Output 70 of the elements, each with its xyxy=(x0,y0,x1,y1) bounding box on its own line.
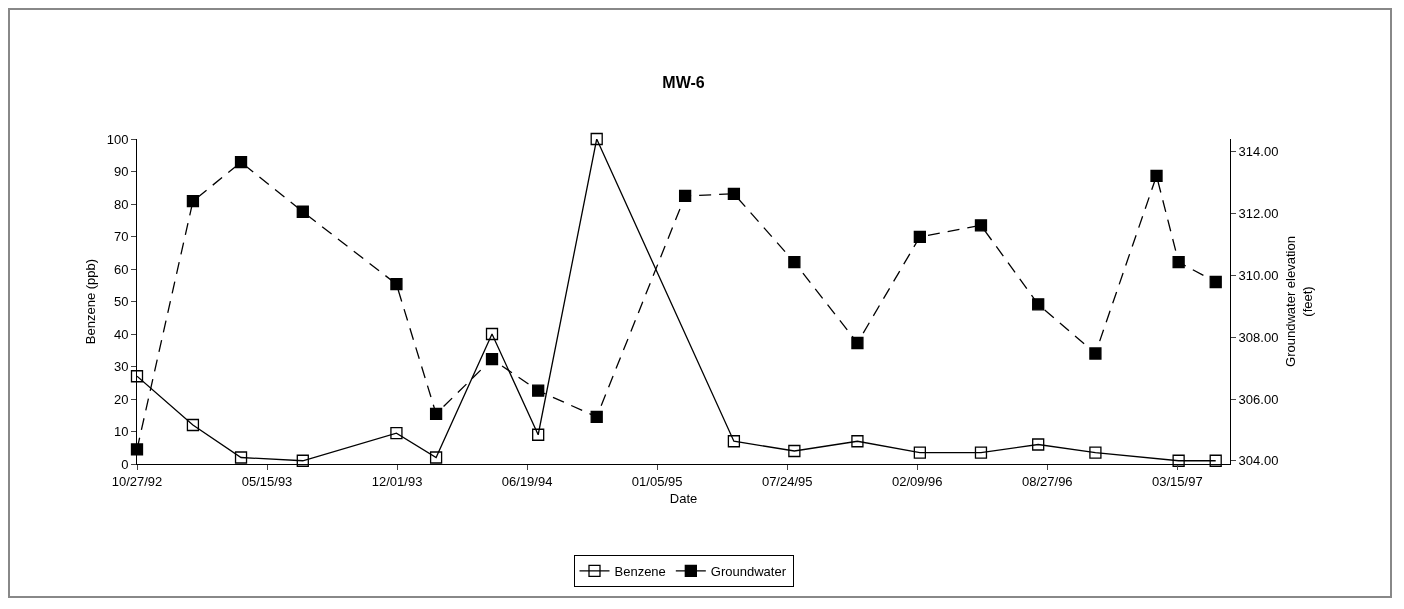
y2-tick-label: 306.00 xyxy=(1238,391,1279,407)
point xyxy=(485,352,499,366)
point xyxy=(1032,298,1045,311)
point xyxy=(590,132,603,146)
x-tick-label: 12/01/93 xyxy=(371,473,423,489)
point xyxy=(485,327,499,341)
y-tick-label: 90 xyxy=(113,164,129,180)
y2-tick-label: 304.00 xyxy=(1238,453,1279,469)
point xyxy=(296,205,309,218)
y-tick-label: 40 xyxy=(113,326,129,342)
y-tick-label: 80 xyxy=(113,196,129,212)
x-tick-label: 07/24/95 xyxy=(761,473,813,489)
point xyxy=(913,446,926,459)
point xyxy=(851,336,864,350)
y2-tick-label: 310.00 xyxy=(1238,267,1279,283)
x-axis-title: Date xyxy=(669,491,698,507)
y-tick-label: 30 xyxy=(113,359,129,375)
point xyxy=(429,451,443,464)
x-tick-label: 02/09/96 xyxy=(891,473,943,489)
point xyxy=(186,418,200,432)
chart-title: MW-6 xyxy=(662,73,705,91)
x-tick-label: 06/19/94 xyxy=(501,473,553,489)
x-tick-label: 08/27/96 xyxy=(1021,473,1073,489)
point xyxy=(727,435,741,448)
point xyxy=(1089,347,1102,360)
point xyxy=(1172,454,1185,467)
point xyxy=(913,230,926,243)
x-tick-label: 03/15/97 xyxy=(1152,473,1203,489)
point xyxy=(532,428,545,441)
point xyxy=(1172,256,1185,269)
y-axis-title: Benzene (ppb) xyxy=(82,258,98,345)
point xyxy=(1209,454,1222,467)
point xyxy=(130,370,144,383)
y-tick-label: 10 xyxy=(113,424,129,440)
y-tick-label: 20 xyxy=(113,391,129,407)
y2-tick-label: 314.00 xyxy=(1238,143,1279,159)
point xyxy=(390,426,403,440)
y2-tick-label: 312.00 xyxy=(1238,205,1279,221)
legend-label: Benzene xyxy=(614,564,666,580)
x-tick-label: 05/15/93 xyxy=(241,473,293,489)
point xyxy=(590,410,603,424)
point xyxy=(532,384,545,397)
point xyxy=(678,189,692,203)
point xyxy=(788,256,801,269)
point xyxy=(788,444,801,458)
point xyxy=(1209,275,1222,289)
point xyxy=(186,195,200,208)
y2-axis-title: Groundwater elevation (feet) xyxy=(1282,236,1315,367)
y-tick-label: 70 xyxy=(113,229,129,245)
x-tick-label: 10/27/92 xyxy=(111,473,163,489)
y-tick-label: 50 xyxy=(113,294,129,310)
point xyxy=(1089,446,1102,459)
point xyxy=(390,278,403,291)
point xyxy=(727,187,741,200)
point xyxy=(851,435,864,448)
y-tick-label: 0 xyxy=(121,456,129,472)
point xyxy=(296,454,309,467)
point xyxy=(234,451,248,464)
x-tick-label: 01/05/95 xyxy=(631,473,683,489)
y-tick-label: 100 xyxy=(106,131,129,147)
point xyxy=(1032,438,1045,451)
point xyxy=(429,407,443,421)
point xyxy=(1150,169,1163,182)
point xyxy=(974,446,988,459)
point xyxy=(130,443,144,456)
y2-tick-label: 308.00 xyxy=(1238,329,1279,345)
point xyxy=(234,156,248,169)
legend-label: Groundwater xyxy=(710,564,787,580)
point xyxy=(974,219,988,232)
y-tick-label: 60 xyxy=(113,261,129,277)
